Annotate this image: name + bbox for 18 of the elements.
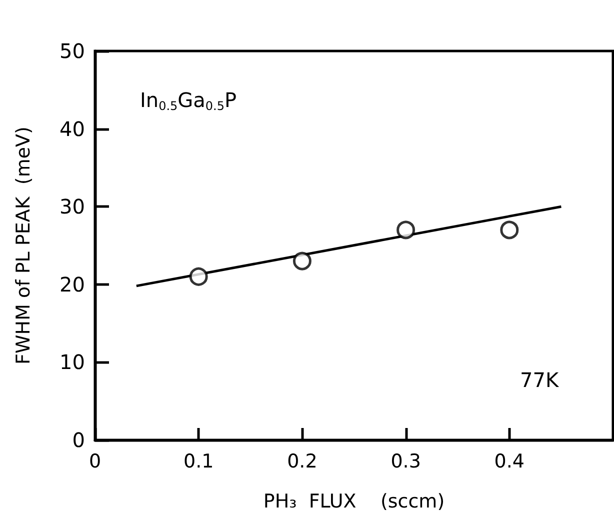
- x-tick-label: 0.3: [390, 450, 421, 472]
- y-tick-label: 20: [60, 272, 85, 296]
- y-tick-label: 30: [60, 194, 85, 219]
- x-tick-label: 0.1: [183, 450, 214, 472]
- x-tick-label: 0.2: [287, 450, 318, 472]
- x-tick-label: 0.4: [494, 450, 525, 472]
- annotation: 77K: [520, 368, 560, 392]
- point: [189, 267, 208, 286]
- x-axis-title: PH₃ FLUX (sccm): [263, 490, 445, 512]
- x-tick-label: 0: [88, 450, 102, 472]
- point: [292, 252, 312, 270]
- point: [396, 220, 416, 240]
- y-axis-title: FWHM of PL PEAK (meV): [12, 126, 34, 364]
- y-tick-label: 50: [60, 39, 85, 63]
- point: [500, 220, 519, 240]
- y-tick-label: 0: [72, 428, 85, 452]
- y-tick-label: 40: [60, 116, 85, 141]
- y-tick-label: 10: [60, 350, 85, 374]
